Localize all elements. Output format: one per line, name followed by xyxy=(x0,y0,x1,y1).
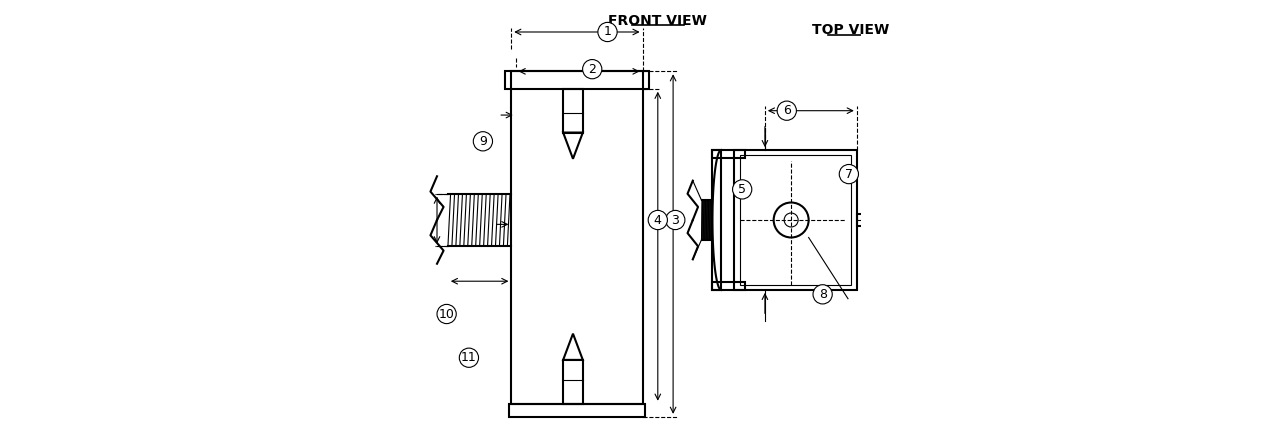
Bar xyxy=(511,71,642,403)
Circle shape xyxy=(582,59,601,79)
Text: 3: 3 xyxy=(671,213,680,227)
Circle shape xyxy=(648,210,667,230)
Text: 9: 9 xyxy=(479,135,487,148)
Circle shape xyxy=(839,165,858,184)
Circle shape xyxy=(473,132,492,151)
Bar xyxy=(509,403,645,417)
Circle shape xyxy=(666,210,685,230)
Text: FRONT VIEW: FRONT VIEW xyxy=(608,14,707,28)
Bar xyxy=(712,282,745,290)
Circle shape xyxy=(777,101,797,120)
Bar xyxy=(505,71,649,89)
Circle shape xyxy=(437,304,456,324)
Text: 1: 1 xyxy=(604,26,612,38)
Bar xyxy=(712,150,745,158)
Text: 7: 7 xyxy=(844,168,853,180)
Text: 11: 11 xyxy=(461,351,477,364)
Text: TOP VIEW: TOP VIEW xyxy=(812,23,889,37)
Text: 4: 4 xyxy=(654,213,662,227)
Bar xyxy=(712,150,721,290)
Text: 10: 10 xyxy=(438,308,455,320)
Text: 8: 8 xyxy=(819,288,826,301)
Text: 5: 5 xyxy=(738,183,747,196)
Bar xyxy=(734,150,857,290)
Circle shape xyxy=(598,22,617,42)
Bar xyxy=(740,155,852,285)
Text: 2: 2 xyxy=(589,62,596,76)
Circle shape xyxy=(732,180,752,199)
Circle shape xyxy=(459,348,478,367)
Text: 6: 6 xyxy=(783,104,790,117)
Circle shape xyxy=(813,285,833,304)
Bar xyxy=(857,214,867,226)
